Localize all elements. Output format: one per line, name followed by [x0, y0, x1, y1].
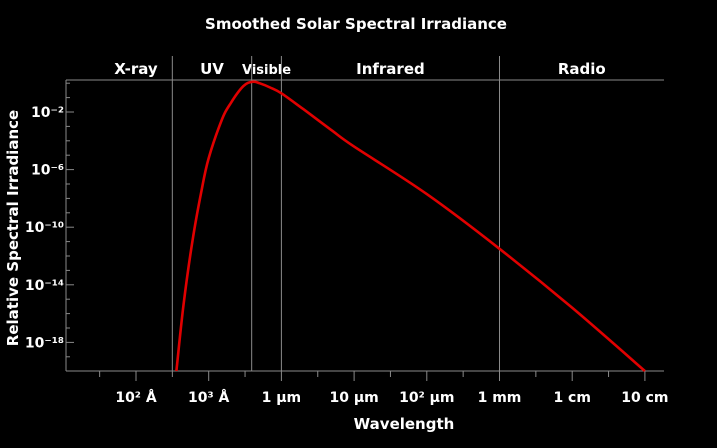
region-label-radio: Radio: [558, 60, 606, 78]
y-tick-label: 10⁻⁶: [31, 163, 64, 179]
y-ticks: 10⁻² 10⁻⁶ 10⁻¹⁰ 10⁻¹⁴ 10⁻¹⁸: [25, 82, 74, 358]
region-label-uv: UV: [200, 60, 224, 78]
y-tick-label: 10⁻²: [31, 105, 64, 121]
x-tick-label: 10 μm: [329, 390, 378, 406]
x-tick-label: 1 mm: [478, 390, 522, 406]
region-band: X-ray UV Visible Infrared Radio: [114, 56, 606, 371]
x-tick-label: 10² μm: [399, 390, 454, 406]
x-tick-label: 10² Å: [115, 389, 156, 406]
x-axis-label: Wavelength: [354, 415, 455, 433]
chart-title: Smoothed Solar Spectral Irradiance: [205, 15, 507, 33]
y-tick-label: 10⁻¹⁰: [25, 220, 64, 236]
y-axis-label: Relative Spectral Irradiance: [4, 110, 22, 346]
y-tick-label: 10⁻¹⁸: [25, 335, 64, 351]
y-tick-label: 10⁻¹⁴: [25, 278, 64, 294]
x-tick-label: 1 μm: [262, 390, 302, 406]
axes: [65, 79, 664, 372]
region-label-visible: Visible: [242, 63, 291, 78]
series-group: [175, 80, 646, 372]
region-label-infrared: Infrared: [356, 60, 425, 78]
x-tick-label: 10³ Å: [188, 389, 229, 406]
region-label-xray: X-ray: [114, 60, 158, 78]
x-tick-label: 10 cm: [621, 390, 668, 406]
x-ticks: 10² Å 10³ Å 1 μm 10 μm 10² μm 1 mm 1 cm 10 cm: [99, 371, 669, 406]
series-line-0: [175, 80, 646, 372]
x-tick-label: 1 cm: [553, 390, 591, 406]
